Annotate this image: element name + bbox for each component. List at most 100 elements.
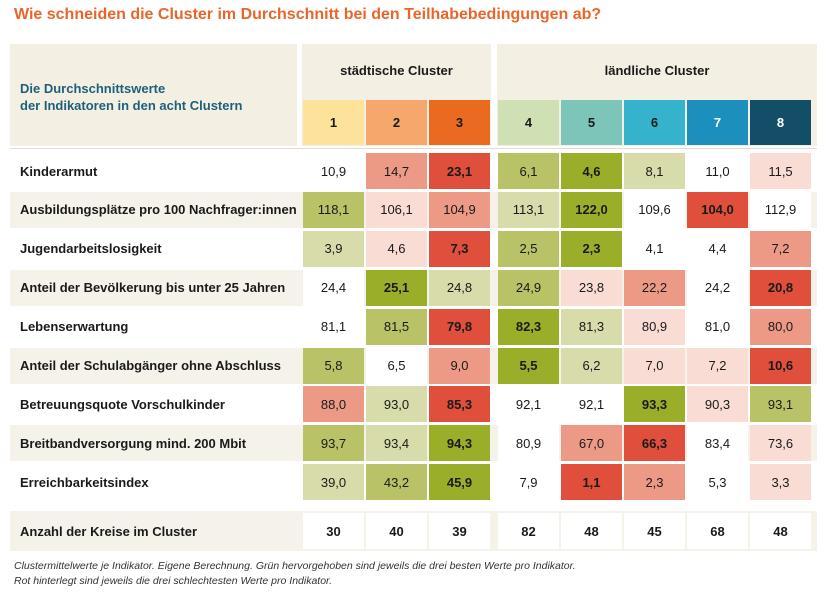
footnote-line2: Rot hinterlegt sind jeweils die drei sch… (14, 575, 333, 587)
table-cell: 10,6 (750, 347, 811, 384)
count-cell: 39 (429, 513, 490, 550)
table-cell: 92,1 (498, 386, 559, 423)
table-description: Die Durchschnittswerte der Indikatoren i… (20, 80, 242, 114)
table-cell: 39,0 (303, 464, 364, 501)
table-cell: 4,6 (561, 153, 622, 189)
table-cell: 2,3 (624, 464, 685, 501)
table-cell: 81,3 (561, 308, 622, 345)
table-cell: 4,6 (366, 230, 427, 267)
table-cell: 11,0 (687, 153, 748, 189)
table-cell: 79,8 (429, 308, 490, 345)
table-cell: 118,1 (303, 191, 364, 228)
table-cell: 11,5 (750, 153, 811, 189)
table-description-line1: Die Durchschnittswerte (20, 81, 166, 96)
table-cell: 3,9 (303, 230, 364, 267)
row-label: Ausbildungsplätze pro 100 Nachfrager:inn… (20, 202, 297, 218)
table-cell: 24,4 (303, 269, 364, 306)
table-cell: 85,3 (429, 386, 490, 423)
table-cell: 104,9 (429, 191, 490, 228)
cluster-header-4: 4 (498, 100, 559, 145)
table-cell: 23,8 (561, 269, 622, 306)
table-cell: 7,9 (498, 464, 559, 501)
cluster-header-7: 7 (687, 100, 748, 145)
table-cell: 112,9 (750, 191, 811, 228)
row-label: Lebenserwartung (20, 319, 129, 335)
table-cell: 94,3 (429, 425, 490, 462)
table-cell: 67,0 (561, 425, 622, 462)
table-cell: 25,1 (366, 269, 427, 306)
count-cell: 45 (624, 513, 685, 550)
table-cell: 93,3 (624, 386, 685, 423)
cluster-header-2: 2 (366, 100, 427, 145)
table-cell: 83,4 (687, 425, 748, 462)
table-cell: 82,3 (498, 308, 559, 345)
table-cell: 2,5 (498, 230, 559, 267)
table-cell: 8,1 (624, 153, 685, 189)
table-cell: 104,0 (687, 191, 748, 228)
table-cell: 14,7 (366, 153, 427, 189)
footnote-line1: Clustermittelwerte je Indikator. Eigene … (14, 560, 576, 572)
table-cell: 81,1 (303, 308, 364, 345)
table-cell: 6,5 (366, 347, 427, 384)
header-background-left (10, 44, 297, 146)
count-cell: 48 (750, 513, 811, 550)
table-cell: 7,0 (624, 347, 685, 384)
table-cell: 113,1 (498, 191, 559, 228)
row-label: Betreuungsquote Vorschulkinder (20, 396, 225, 412)
count-cell: 68 (687, 513, 748, 550)
table-cell: 106,1 (366, 191, 427, 228)
cluster-header-6: 6 (624, 100, 685, 145)
table-cell: 24,2 (687, 269, 748, 306)
table-cell: 3,3 (750, 464, 811, 501)
table-cell: 7,3 (429, 230, 490, 267)
chart-title: Wie schneiden die Cluster im Durchschnit… (14, 6, 602, 23)
group-header-urban: städtische Cluster (340, 63, 453, 78)
table-cell: 4,1 (624, 230, 685, 267)
group-header-rural: ländliche Cluster (604, 63, 710, 78)
table-cell: 6,2 (561, 347, 622, 384)
table-cell: 80,9 (498, 425, 559, 462)
row-label: Erreichbarkeitsindex (20, 474, 149, 490)
cluster-header-8: 8 (750, 100, 811, 145)
table-cell: 43,2 (366, 464, 427, 501)
table-cell: 80,0 (750, 308, 811, 345)
row-label: Jugendarbeitslosigkeit (20, 241, 162, 257)
table-cell: 5,8 (303, 347, 364, 384)
count-cell: 30 (303, 513, 364, 550)
table-cell: 2,3 (561, 230, 622, 267)
cluster-header-5: 5 (561, 100, 622, 145)
table-cell: 93,4 (366, 425, 427, 462)
row-label: Anteil der Schulabgänger ohne Abschluss (20, 358, 282, 373)
row-label: Anteil der Bevölkerung bis unter 25 Jahr… (20, 280, 286, 296)
table-cell: 7,2 (750, 230, 811, 267)
table-cell: 109,6 (624, 191, 685, 228)
table-cell: 24,9 (498, 269, 559, 306)
row-label: Kinderarmut (20, 163, 98, 179)
cluster-header-3: 3 (429, 100, 490, 145)
count-cell: 40 (366, 513, 427, 550)
table-cell: 9,0 (429, 347, 490, 384)
table-cell: 4,4 (687, 230, 748, 267)
table-cell: 23,1 (429, 153, 490, 189)
count-cell: 82 (498, 513, 559, 550)
table-cell: 6,1 (498, 153, 559, 189)
table-cell: 10,9 (303, 153, 364, 189)
table-cell: 73,6 (750, 425, 811, 462)
table-cell: 1,1 (561, 464, 622, 501)
table-description-line2: der Indikatoren in den acht Clustern (20, 98, 243, 113)
table-cell: 45,9 (429, 464, 490, 501)
table-cell: 93,1 (750, 386, 811, 423)
table-cell: 92,1 (561, 386, 622, 423)
table-cell: 90,3 (687, 386, 748, 423)
table-cell: 93,0 (366, 386, 427, 423)
table-cell: 122,0 (561, 191, 622, 228)
count-row-label: Anzahl der Kreise im Cluster (20, 523, 197, 539)
cluster-header-1: 1 (303, 100, 364, 145)
table-cell: 5,3 (687, 464, 748, 501)
table-cell: 22,2 (624, 269, 685, 306)
table-cell: 81,5 (366, 308, 427, 345)
count-cell: 48 (561, 513, 622, 550)
table-cell: 20,8 (750, 269, 811, 306)
header-separator (10, 148, 817, 149)
table-cell: 5,5 (498, 347, 559, 384)
